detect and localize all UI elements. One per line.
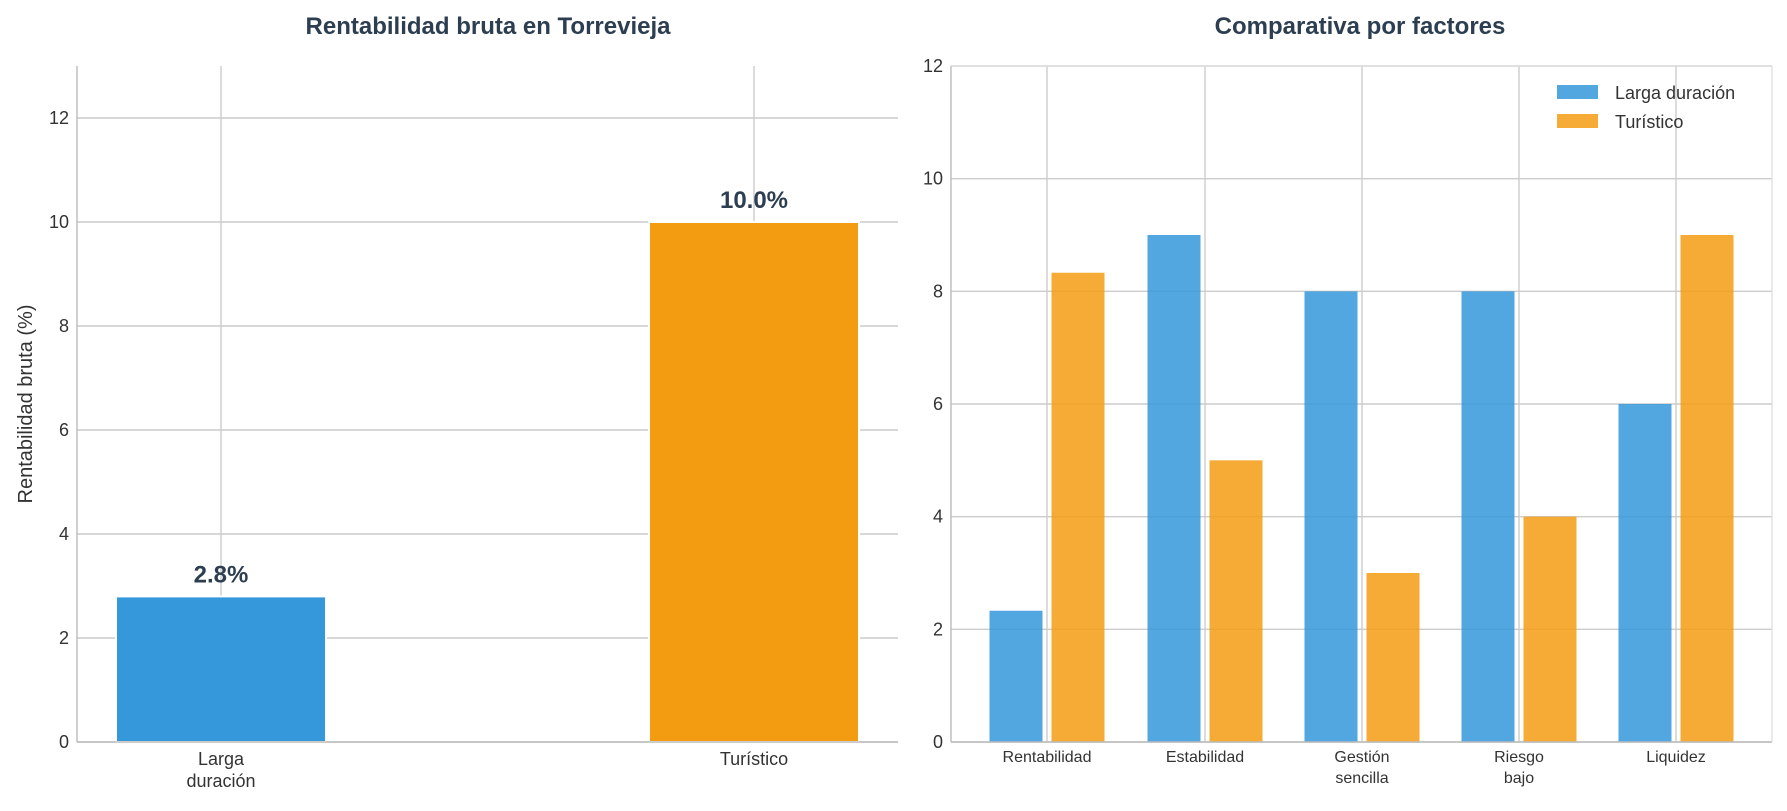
y-tick-labels: 0 2 4 6 8 10 12 [923,56,943,752]
y-tick-label: 12 [923,56,943,76]
bar [1366,573,1420,742]
bar [989,610,1043,742]
bar [648,221,860,743]
bar [1209,460,1263,742]
data-labels: 2.8% 10.0% [194,187,788,588]
y-axis-label: Rentabilidad bruta (%) [15,305,37,504]
bars [989,235,1734,742]
bar [1147,235,1201,742]
x-tick-label: bajo [1504,770,1534,787]
x-tick-label: Riesgo [1494,749,1544,766]
y-tick-label: 0 [59,732,69,752]
x-tick-label: Turístico [720,749,788,769]
bar [1523,516,1577,742]
legend-label: Turístico [1615,112,1683,132]
chart-title: Rentabilidad bruta en Torrevieja [306,13,672,40]
bar [115,595,327,744]
y-tick-label: 12 [49,108,69,128]
y-tick-label: 2 [59,628,69,648]
chart-rentabilidad: Rentabilidad bruta en Torrevieja Rentabi… [15,13,898,791]
y-tick-label: 2 [933,619,943,639]
x-tick-label: duración [186,771,255,791]
bar [1461,291,1515,742]
chart-title: Comparativa por factores [1215,13,1506,40]
x-tick-label: sencilla [1335,770,1388,787]
y-tick-label: 8 [59,316,69,336]
y-tick-label: 8 [933,281,943,301]
y-tick-label: 4 [59,524,69,544]
bars [115,221,860,744]
y-tick-label: 4 [933,507,943,527]
bar [1618,404,1672,742]
axes [76,66,898,743]
x-tick-labels: Rentabilidad Estabilidad Gestión sencilla Ri… [1003,749,1706,787]
legend-swatch-larga [1557,85,1598,99]
legend-label: Larga duración [1615,83,1735,103]
axes [950,65,1773,743]
chart-comparativa: Comparativa por factores 0 2 4 6 8 10 12 Renta… [923,13,1773,787]
y-tick-labels: 0 2 4 6 8 10 12 [49,108,69,752]
y-tick-label: 6 [933,394,943,414]
y-tick-label: 0 [933,732,943,752]
legend-swatch-turistico [1557,114,1598,128]
data-label: 10.0% [720,187,788,214]
bar [1304,291,1358,742]
x-tick-label: Larga [198,749,245,769]
data-label: 2.8% [194,561,249,588]
x-tick-label: Estabilidad [1166,749,1244,766]
y-tick-label: 10 [923,169,943,189]
legend: Larga duración Turístico [1557,83,1735,132]
bar [1051,272,1105,742]
x-tick-label: Gestión [1334,749,1389,766]
x-tick-label: Liquidez [1646,749,1706,766]
bar [1680,235,1734,742]
y-tick-label: 10 [49,212,69,232]
y-tick-label: 6 [59,420,69,440]
x-tick-label: Rentabilidad [1003,749,1092,766]
